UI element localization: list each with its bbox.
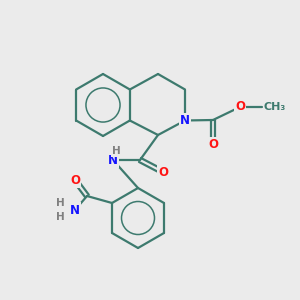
Text: H: H: [56, 212, 64, 222]
Text: H: H: [112, 146, 120, 156]
Text: N: N: [70, 203, 80, 217]
Text: N: N: [108, 154, 118, 166]
Text: O: O: [158, 166, 168, 178]
Text: N: N: [180, 114, 190, 127]
Text: CH₃: CH₃: [264, 102, 286, 112]
Text: O: O: [70, 173, 80, 187]
Text: H: H: [56, 198, 64, 208]
Text: O: O: [235, 100, 245, 113]
Text: O: O: [208, 139, 218, 152]
